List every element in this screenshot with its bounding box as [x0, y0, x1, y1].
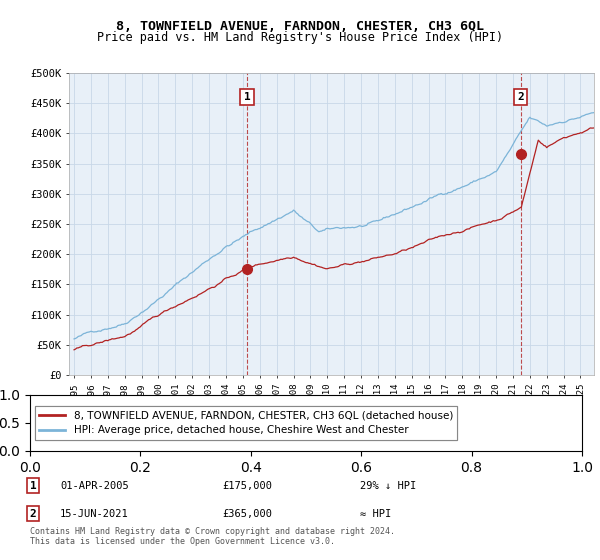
Text: 01-APR-2005: 01-APR-2005 — [60, 480, 129, 491]
Text: 1: 1 — [29, 480, 37, 491]
Text: Price paid vs. HM Land Registry's House Price Index (HPI): Price paid vs. HM Land Registry's House … — [97, 31, 503, 44]
Text: £365,000: £365,000 — [222, 508, 272, 519]
Text: 2: 2 — [29, 508, 37, 519]
Text: 29% ↓ HPI: 29% ↓ HPI — [360, 480, 416, 491]
Text: £175,000: £175,000 — [222, 480, 272, 491]
Text: 15-JUN-2021: 15-JUN-2021 — [60, 508, 129, 519]
Text: 8, TOWNFIELD AVENUE, FARNDON, CHESTER, CH3 6QL: 8, TOWNFIELD AVENUE, FARNDON, CHESTER, C… — [116, 20, 484, 32]
Text: Contains HM Land Registry data © Crown copyright and database right 2024.
This d: Contains HM Land Registry data © Crown c… — [30, 526, 395, 546]
Text: 1: 1 — [244, 92, 250, 102]
Text: 2: 2 — [517, 92, 524, 102]
Legend: 8, TOWNFIELD AVENUE, FARNDON, CHESTER, CH3 6QL (detached house), HPI: Average pr: 8, TOWNFIELD AVENUE, FARNDON, CHESTER, C… — [35, 406, 457, 440]
Text: ≈ HPI: ≈ HPI — [360, 508, 391, 519]
